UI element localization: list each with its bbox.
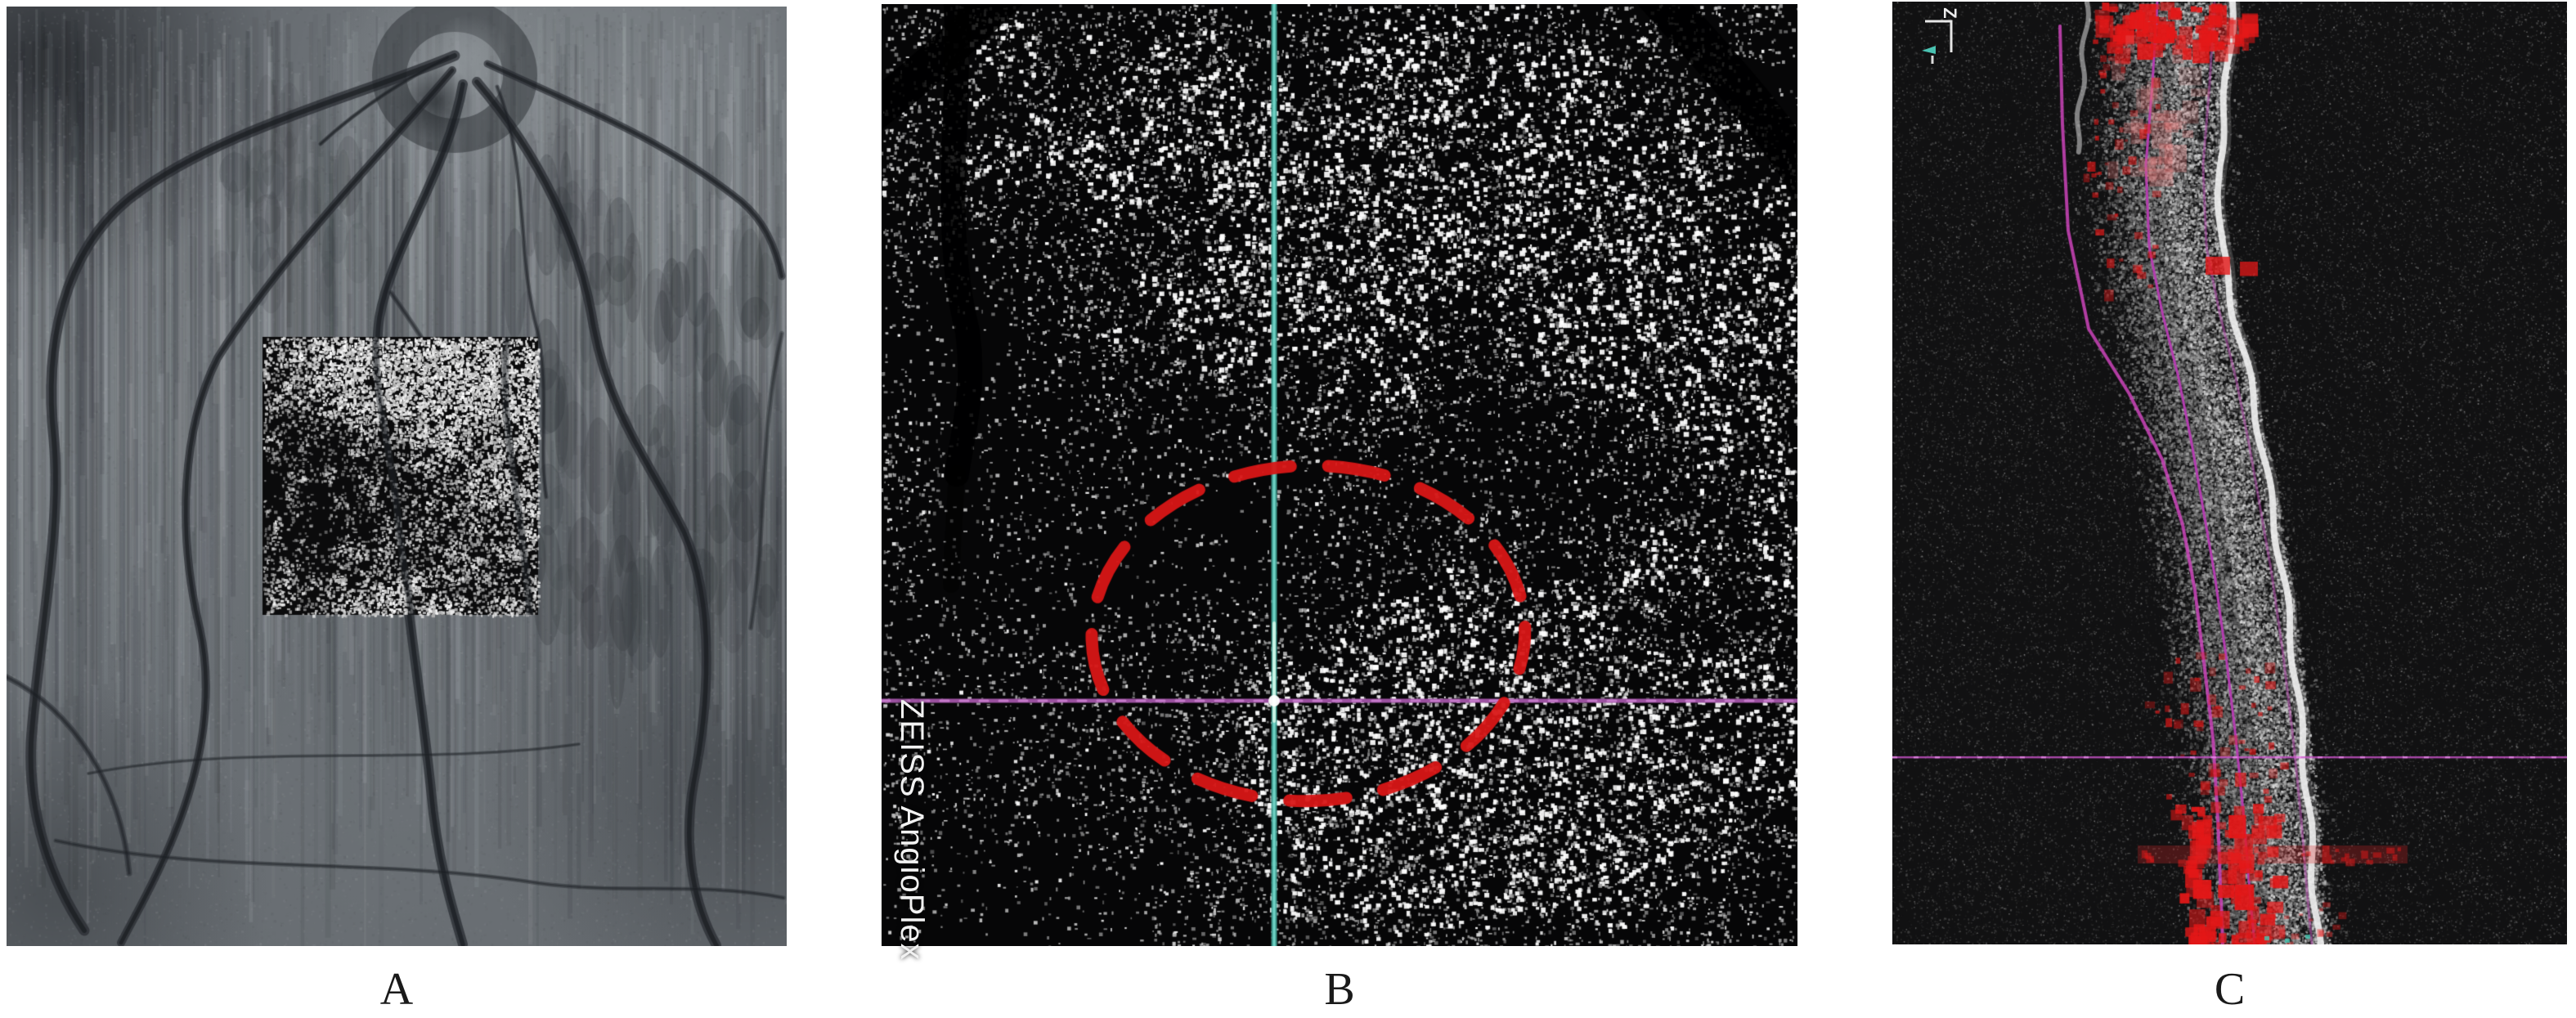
fundus-ir-canvas: [7, 7, 787, 946]
z-axis-orientation-icon: Z: [1902, 3, 1960, 72]
teal-axis-arrow-icon: [1922, 46, 1936, 54]
panel-c-caption: C: [2214, 964, 2246, 1015]
panel-c-bscan: Z: [1892, 2, 2567, 944]
z-axis-label: Z: [1940, 7, 1960, 19]
octa-enface-canvas: [882, 4, 1797, 946]
oct-bscan-canvas: [1892, 2, 2567, 944]
panel-a-caption: A: [379, 964, 414, 1015]
orientation-bracket-icon: [1922, 20, 1953, 64]
panel-a-fundus: [7, 7, 787, 946]
panel-b-caption: B: [1324, 964, 1355, 1015]
panel-b-octa-enface: ZEISS AngioPlex: [882, 4, 1797, 961]
